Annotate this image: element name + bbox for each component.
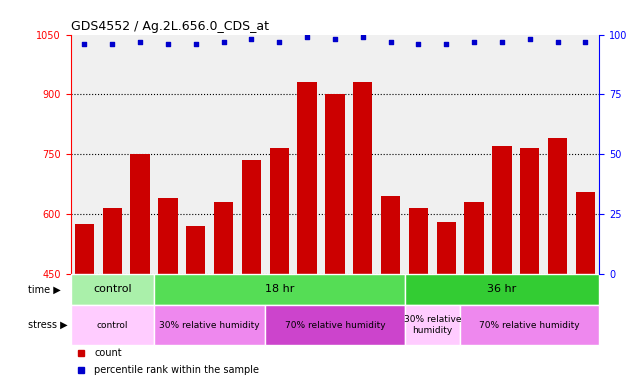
Point — [190, 41, 201, 47]
Point — [441, 41, 451, 47]
Bar — [353, 83, 372, 274]
Bar — [464, 202, 484, 274]
Bar — [130, 154, 150, 274]
Bar — [158, 198, 178, 274]
Point — [135, 39, 146, 45]
Point — [358, 34, 368, 40]
Text: GDS4552 / Ag.2L.656.0_CDS_at: GDS4552 / Ag.2L.656.0_CDS_at — [71, 20, 269, 33]
Point — [469, 39, 479, 45]
Bar — [265, 305, 404, 345]
Text: control: control — [97, 321, 128, 329]
Bar — [71, 274, 154, 305]
Point — [274, 39, 285, 45]
Text: time ▶: time ▶ — [28, 285, 61, 295]
Point — [524, 36, 535, 42]
Bar — [297, 83, 317, 274]
Bar — [381, 196, 401, 274]
Point — [219, 39, 229, 45]
Point — [330, 36, 340, 42]
Bar — [548, 138, 567, 274]
Text: 70% relative humidity: 70% relative humidity — [479, 321, 580, 329]
Text: count: count — [94, 348, 122, 358]
Text: 36 hr: 36 hr — [487, 285, 517, 295]
Bar — [325, 94, 345, 274]
Bar — [103, 208, 122, 274]
Bar — [269, 148, 289, 274]
Bar — [520, 148, 540, 274]
Text: percentile rank within the sample: percentile rank within the sample — [94, 365, 260, 375]
Bar — [576, 192, 595, 274]
Text: 70% relative humidity: 70% relative humidity — [285, 321, 385, 329]
Text: stress ▶: stress ▶ — [28, 320, 68, 330]
Bar — [186, 226, 206, 274]
Point — [553, 39, 563, 45]
Text: 30% relative
humidity: 30% relative humidity — [404, 315, 461, 335]
Point — [107, 41, 117, 47]
Text: 18 hr: 18 hr — [265, 285, 294, 295]
Text: 30% relative humidity: 30% relative humidity — [160, 321, 260, 329]
Point — [580, 39, 590, 45]
Bar — [154, 274, 404, 305]
Bar — [75, 224, 94, 274]
Bar — [214, 202, 233, 274]
Point — [497, 39, 507, 45]
Bar — [437, 222, 456, 274]
Point — [79, 41, 90, 47]
Point — [246, 36, 256, 42]
Text: control: control — [93, 285, 131, 295]
Point — [302, 34, 312, 40]
Point — [163, 41, 173, 47]
Bar — [404, 274, 599, 305]
Bar — [404, 305, 460, 345]
Point — [385, 39, 395, 45]
Bar — [492, 146, 512, 274]
Bar — [154, 305, 265, 345]
Bar — [242, 160, 261, 274]
Bar — [460, 305, 599, 345]
Point — [413, 41, 424, 47]
Bar — [71, 305, 154, 345]
Bar — [409, 208, 428, 274]
